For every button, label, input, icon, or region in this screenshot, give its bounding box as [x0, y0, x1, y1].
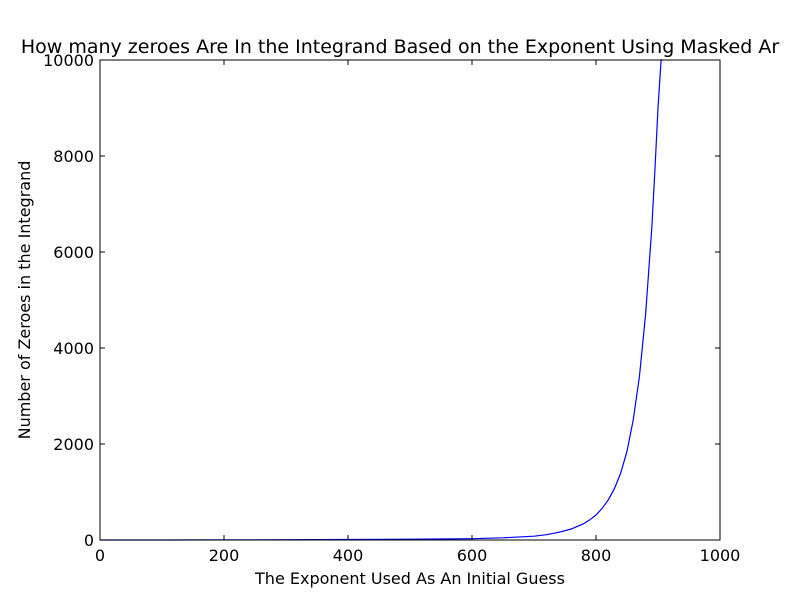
series-line: [100, 59, 663, 541]
x-tick-label: 400: [333, 546, 364, 565]
y-tick-label: 8000: [53, 147, 94, 166]
y-tick-label: 4000: [53, 339, 94, 358]
x-tick-label: 0: [95, 546, 105, 565]
plot-frame: [99, 59, 721, 541]
x-tick-label: 600: [457, 546, 488, 565]
y-tick-label: 0: [84, 531, 94, 550]
y-axis-ticks: 0 2000 4000 6000 8000 10000: [43, 51, 720, 550]
y-tick-label: 6000: [53, 243, 94, 262]
y-tick-label: 10000: [43, 51, 94, 70]
x-tick-label: 800: [581, 546, 612, 565]
x-axis-label: The Exponent Used As An Initial Guess: [254, 569, 565, 588]
x-tick-label: 200: [209, 546, 240, 565]
x-axis-ticks: 0 200 400 600 800 1000: [95, 60, 740, 565]
plot-area: [100, 60, 720, 540]
chart-title: How many zeroes Are In the Integrand Bas…: [21, 36, 780, 58]
y-axis-label: Number of Zeroes in the Integrand: [15, 161, 34, 440]
x-tick-label: 1000: [700, 546, 741, 565]
y-tick-label: 2000: [53, 435, 94, 454]
series-layer: [100, 59, 663, 541]
